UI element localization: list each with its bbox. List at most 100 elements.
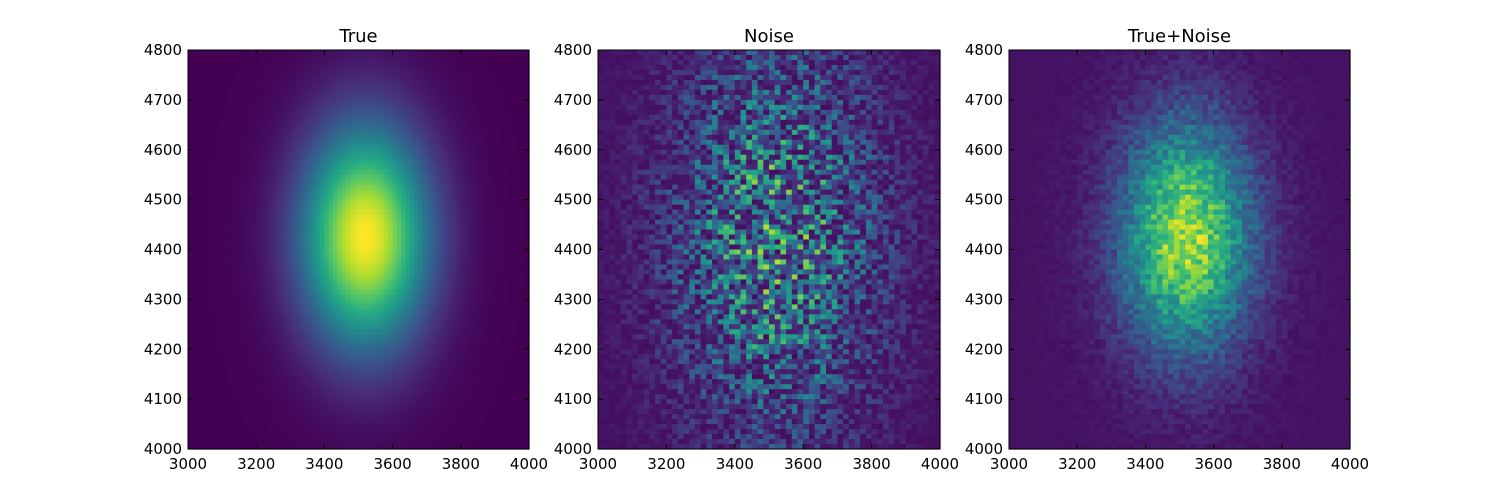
- heatmap-cell: [345, 259, 351, 266]
- heatmap-cell: [482, 299, 487, 305]
- heatmap-cell: [192, 99, 198, 106]
- heatmap-cell: [456, 109, 462, 116]
- heatmap-cell: [315, 339, 321, 345]
- heatmap-cell: [524, 189, 530, 196]
- heatmap-cell: [448, 344, 453, 350]
- heatmap-cell: [443, 289, 449, 295]
- heatmap-cell: [251, 324, 257, 330]
- heatmap-cell: [384, 54, 389, 61]
- heatmap-cell: [430, 259, 436, 266]
- heatmap-cell: [260, 314, 266, 320]
- heatmap-cell: [405, 119, 411, 126]
- heatmap-cell: [465, 64, 470, 71]
- heatmap-cell: [460, 144, 466, 151]
- heatmap-cell: [273, 114, 279, 121]
- heatmap-cell: [226, 184, 232, 191]
- heatmap-cell: [294, 194, 300, 201]
- heatmap-cell: [430, 114, 436, 121]
- heatmap-cell: [494, 339, 500, 345]
- heatmap-cell: [196, 114, 202, 121]
- heatmap-cell: [494, 274, 500, 281]
- heatmap-cell: [477, 224, 483, 231]
- heatmap-cell: [349, 149, 355, 156]
- heatmap-cell: [230, 89, 236, 96]
- heatmap-cell: [401, 274, 406, 281]
- heatmap-cell: [277, 214, 283, 221]
- heatmap-cell: [209, 54, 215, 61]
- panel-title: True: [338, 26, 377, 47]
- heatmap-cell: [226, 284, 232, 290]
- heatmap-cell: [277, 84, 283, 91]
- heatmap-cell: [315, 359, 321, 365]
- heatmap-cell: [192, 294, 198, 300]
- heatmap-cell: [294, 99, 300, 106]
- heatmap-cell: [277, 209, 283, 216]
- heatmap-cell: [503, 284, 509, 290]
- heatmap-cell: [226, 174, 232, 181]
- heatmap-cell: [290, 224, 296, 231]
- heatmap-cell: [328, 214, 334, 221]
- heatmap-cell: [409, 69, 415, 76]
- heatmap-cell: [324, 329, 330, 335]
- heatmap-cell: [294, 59, 300, 66]
- heatmap-cell: [188, 259, 193, 266]
- heatmap-cell: [273, 99, 279, 106]
- heatmap-cell: [362, 99, 368, 106]
- heatmap-cell: [503, 239, 509, 246]
- heatmap-cell: [349, 109, 355, 116]
- heatmap-cell: [341, 129, 347, 136]
- heatmap-cell: [435, 269, 441, 276]
- heatmap-cell: [277, 259, 283, 266]
- heatmap-cell: [328, 354, 334, 360]
- heatmap-cell: [460, 319, 466, 325]
- heatmap-cell: [222, 134, 227, 141]
- heatmap-cell: [396, 129, 402, 136]
- heatmap-cell: [188, 274, 193, 281]
- heatmap-cell: [448, 294, 453, 300]
- heatmap-cell: [503, 329, 509, 335]
- heatmap-cell: [409, 224, 415, 231]
- heatmap-cell: [465, 254, 470, 261]
- heatmap-cell: [426, 109, 432, 116]
- heatmap-cell: [452, 114, 458, 121]
- heatmap-cell: [341, 209, 347, 216]
- heatmap-cell: [426, 309, 432, 315]
- heatmap-cell: [507, 139, 513, 146]
- heatmap-cell: [371, 264, 377, 271]
- heatmap-cell: [494, 74, 500, 81]
- heatmap-cell: [358, 314, 364, 320]
- heatmap-cell: [273, 164, 279, 171]
- heatmap-cell: [324, 99, 330, 106]
- heatmap-cell: [192, 50, 198, 56]
- heatmap-cell: [439, 164, 445, 171]
- heatmap-cell: [473, 94, 479, 101]
- heatmap-cell: [251, 69, 257, 76]
- heatmap-cell: [375, 289, 381, 295]
- heatmap-cell: [273, 259, 279, 266]
- heatmap-cell: [477, 134, 483, 141]
- heatmap-cell: [435, 74, 441, 81]
- heatmap-cell: [384, 274, 389, 281]
- heatmap-cell: [439, 339, 445, 345]
- heatmap-cell: [413, 159, 419, 166]
- heatmap-cell: [396, 309, 402, 315]
- heatmap-cell: [486, 129, 492, 136]
- heatmap-cell: [222, 189, 227, 196]
- heatmap-cell: [367, 344, 372, 350]
- heatmap-cell: [213, 289, 219, 295]
- heatmap-cell: [473, 114, 479, 121]
- heatmap-cell: [516, 149, 522, 156]
- heatmap-cell: [273, 189, 279, 196]
- heatmap-cell: [290, 254, 296, 261]
- heatmap-cell: [256, 139, 262, 146]
- heatmap-cell: [388, 339, 394, 345]
- heatmap-cell: [426, 269, 432, 276]
- heatmap-cell: [384, 69, 389, 76]
- heatmap-cell: [277, 69, 283, 76]
- heatmap-cell: [268, 69, 274, 76]
- heatmap-cell: [371, 79, 377, 86]
- heatmap-cell: [375, 229, 381, 236]
- heatmap-cell: [281, 359, 287, 365]
- heatmap-cell: [277, 279, 283, 286]
- heatmap-cell: [460, 224, 466, 231]
